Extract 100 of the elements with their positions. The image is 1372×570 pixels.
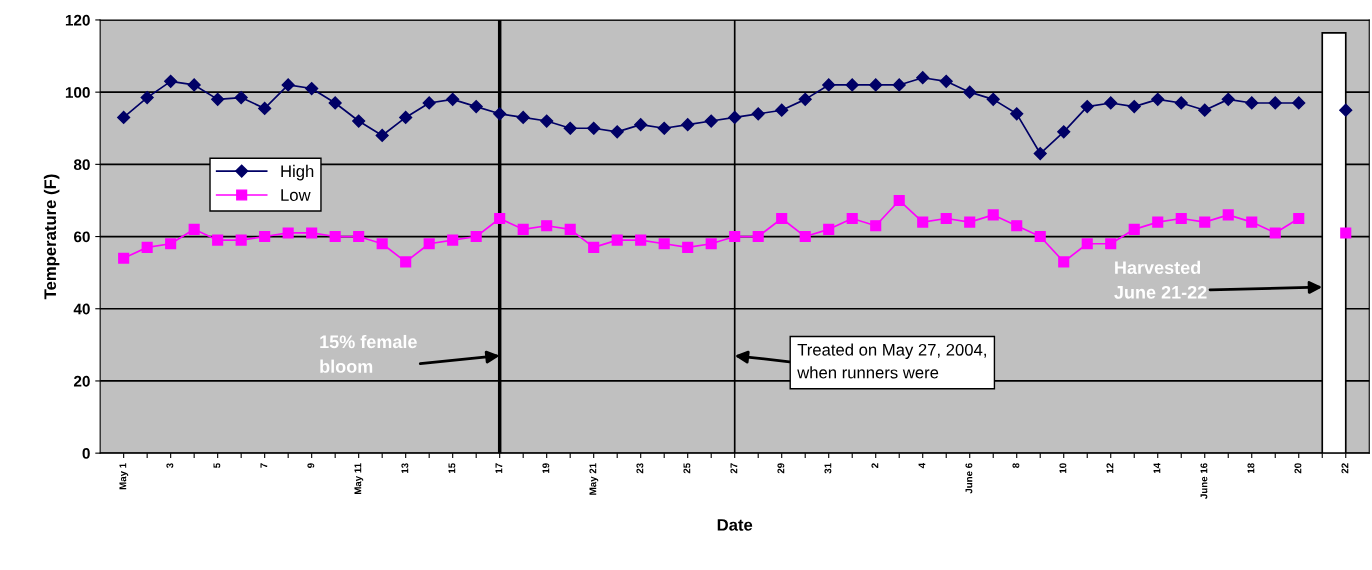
point (517, 223, 529, 235)
point (516, 110, 530, 125)
annotation: Harvested June 21-22 (1114, 260, 1207, 299)
point (1034, 230, 1046, 243)
point (1292, 96, 1306, 110)
x-tick-label: 20 (1294, 463, 1302, 474)
point (798, 92, 812, 106)
x-tick-label: 9 (307, 463, 315, 468)
x-tick-label: 5 (213, 463, 221, 468)
point (1010, 107, 1024, 121)
point (823, 223, 835, 235)
point (164, 74, 178, 88)
x-tick-label: 3 (166, 463, 174, 469)
point (1057, 125, 1071, 139)
x-tick-label: 8 (1012, 463, 1020, 468)
point (917, 216, 929, 228)
x-tick-label: 12 (1106, 463, 1114, 474)
y-tick-label: 80 (73, 159, 90, 171)
annotation: 15% female bloom (320, 334, 417, 373)
legend-label: High (281, 164, 314, 181)
point (987, 209, 999, 221)
y-tick-label: 40 (73, 303, 90, 315)
point (1199, 216, 1211, 228)
point (963, 85, 977, 99)
x-tick-label: 7 (260, 463, 268, 468)
point (940, 212, 952, 225)
point (822, 78, 836, 92)
point (140, 90, 154, 105)
y-tick-label: 0 (82, 448, 90, 459)
point (564, 223, 576, 235)
point (1104, 96, 1118, 110)
point (235, 234, 247, 246)
point (541, 220, 553, 232)
point (986, 92, 1000, 106)
point (588, 241, 600, 253)
point (1198, 103, 1212, 117)
point (187, 78, 201, 92)
point (916, 71, 930, 85)
point (893, 194, 905, 207)
point (611, 234, 623, 246)
point (846, 212, 858, 225)
point (117, 110, 131, 125)
x-tick-label: 23 (636, 463, 644, 474)
point (494, 212, 506, 225)
x-tick-label: 4 (918, 462, 926, 469)
point (729, 230, 741, 243)
x-tick-label: 18 (1247, 463, 1255, 474)
point (635, 234, 647, 246)
point (1127, 100, 1141, 114)
point (1245, 96, 1259, 110)
x-tick-label: May 1 (119, 463, 129, 490)
point (165, 238, 177, 250)
point (1246, 216, 1258, 228)
x-tick-label: 14 (1153, 462, 1161, 474)
point (281, 78, 295, 92)
point (305, 81, 319, 96)
point (705, 238, 717, 250)
point (1269, 227, 1281, 239)
point (258, 101, 272, 115)
point (470, 230, 482, 243)
point (1128, 223, 1140, 235)
point (1293, 212, 1305, 225)
point (212, 234, 224, 246)
y-tick-label: 120 (65, 14, 90, 26)
point (610, 125, 624, 139)
point (259, 230, 271, 243)
point (776, 212, 788, 225)
point (587, 121, 601, 135)
point (634, 118, 648, 132)
point (1222, 209, 1234, 221)
point (376, 238, 388, 250)
point (1152, 216, 1164, 228)
point (399, 110, 413, 125)
x-tick-label: May 11 (354, 463, 364, 495)
point (775, 103, 789, 117)
point (1081, 238, 1093, 250)
y-tick-label: 60 (74, 231, 90, 243)
point (118, 252, 130, 264)
point (845, 78, 859, 92)
point (892, 78, 906, 92)
x-tick-label: 25 (683, 463, 691, 474)
point (704, 114, 718, 128)
point (728, 110, 742, 125)
point (870, 220, 882, 232)
point (353, 230, 365, 243)
point (540, 114, 554, 128)
point (799, 230, 811, 243)
point (681, 118, 695, 132)
point (1151, 92, 1165, 106)
y-tick-label: 20 (73, 375, 90, 387)
point (1175, 212, 1187, 225)
point (1221, 92, 1235, 106)
point (400, 256, 412, 268)
annotation: Treated on May 27, 2004, when runners were (797, 343, 986, 379)
point (682, 241, 694, 253)
point (658, 238, 670, 250)
point (1268, 96, 1282, 110)
x-tick-label: 22 (1341, 463, 1349, 474)
x-tick-label: 15 (448, 463, 456, 474)
point (423, 238, 435, 250)
